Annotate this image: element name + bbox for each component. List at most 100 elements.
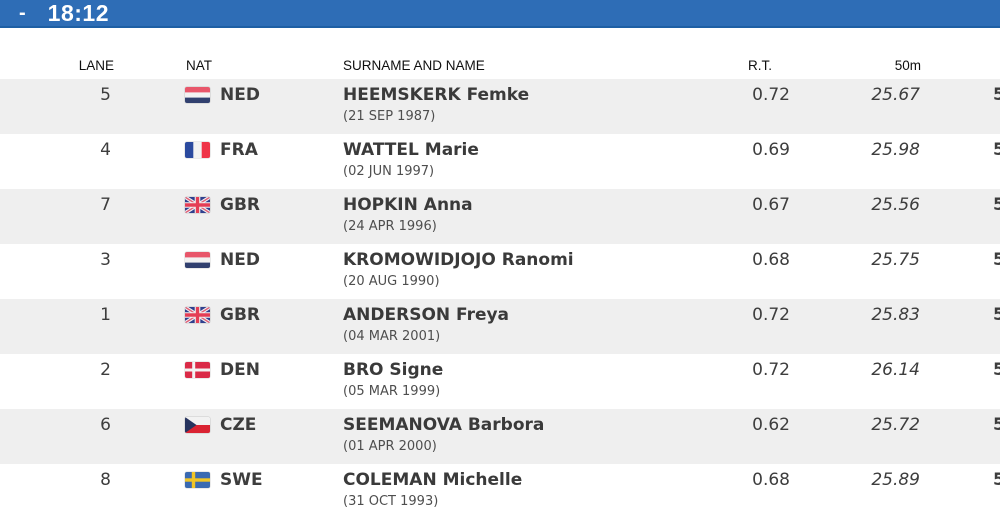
swimmer-name: COLEMAN Michelle xyxy=(343,470,523,490)
swimmer-name: HEEMSKERK Femke xyxy=(343,85,530,105)
column-header-50m: 50m xyxy=(894,58,921,73)
nat-code: GBR xyxy=(220,305,261,325)
split-50m: 25.98 xyxy=(871,140,920,160)
column-header-nat: NAT xyxy=(186,58,212,73)
nationality-cell: GBR xyxy=(145,189,330,244)
clipped-split-value: 5 xyxy=(993,415,1000,435)
clipped-split-value: 5 xyxy=(993,250,1000,270)
birth-date: (31 OCT 1993) xyxy=(343,494,439,509)
result-row: 5 NED HEEMSKERK Femke (21 SEP 1987) 0.72 25.6… xyxy=(0,79,1000,134)
clipped-column-cell: 5 xyxy=(930,189,1000,244)
column-header-clipped xyxy=(930,28,1000,79)
reaction-time: 0.69 xyxy=(752,140,790,160)
swimmer-cell: KROMOWIDJOJO Ranomi (20 AUG 1990) xyxy=(330,244,700,299)
nat-code: NED xyxy=(220,85,260,105)
clipped-split-value: 5 xyxy=(993,195,1000,215)
swimmer-cell: SEEMANOVA Barbora (01 APR 2000) xyxy=(330,409,700,464)
reaction-time: 0.72 xyxy=(752,305,790,325)
results-body: 5 NED HEEMSKERK Femke (21 SEP 1987) 0.72 25.6… xyxy=(0,79,1000,519)
nat-code: DEN xyxy=(220,360,260,380)
swimmer-name: SEEMANOVA Barbora xyxy=(343,415,545,435)
birth-date: (04 MAR 2001) xyxy=(343,329,441,344)
column-header-reaction-time: R.T. xyxy=(747,58,772,73)
swe-flag-icon xyxy=(185,472,210,488)
split-50m: 25.56 xyxy=(871,195,920,215)
clipped-split-value: 5 xyxy=(993,470,1000,490)
reaction-time: 0.72 xyxy=(752,360,790,380)
swimmer-cell: HOPKIN Anna (24 APR 1996) xyxy=(330,189,700,244)
clipped-column-cell: 5 xyxy=(930,134,1000,189)
split-50m: 25.83 xyxy=(871,305,920,325)
result-row: 3 NED KROMOWIDJOJO Ranomi (20 AUG 1990) 0.68… xyxy=(0,244,1000,299)
nationality-cell: NED xyxy=(145,244,330,299)
nationality-cell: GBR xyxy=(145,299,330,354)
nat-code: GBR xyxy=(220,195,261,215)
split-50m: 25.75 xyxy=(871,250,920,270)
nationality-cell: DEN xyxy=(145,354,330,409)
swimmer-name: HOPKIN Anna xyxy=(343,195,473,215)
clipped-column-cell: 5 xyxy=(930,79,1000,134)
lane-number: 1 xyxy=(100,305,111,325)
swimmer-name: KROMOWIDJOJO Ranomi xyxy=(343,250,574,270)
birth-date: (02 JUN 1997) xyxy=(343,164,435,179)
clipped-column-cell: 5 xyxy=(930,354,1000,409)
clipped-column-cell: 5 xyxy=(930,244,1000,299)
nationality-cell: FRA xyxy=(145,134,330,189)
reaction-time: 0.62 xyxy=(752,415,790,435)
lane-number: 2 xyxy=(100,360,111,380)
reaction-time: 0.72 xyxy=(752,85,790,105)
lane-number: 5 xyxy=(100,85,111,105)
swimmer-cell: BRO Signe (05 MAR 1999) xyxy=(330,354,700,409)
clipped-split-value: 5 xyxy=(993,140,1000,160)
swimmer-cell: COLEMAN Michelle (31 OCT 1993) xyxy=(330,464,700,519)
reaction-time: 0.68 xyxy=(752,250,790,270)
result-row: 7 GBR HOPKIN Anna (24 APR 1996) 0.67 25.56 5 xyxy=(0,189,1000,244)
clipped-column-cell: 5 xyxy=(930,464,1000,519)
session-header-bar: - 18:12 xyxy=(0,0,1000,28)
result-row: 2 DEN BRO Signe (05 MAR 1999) 0.72 26.14 5 xyxy=(0,354,1000,409)
results-table-header: LANE NAT SURNAME AND NAME R.T. 50m xyxy=(0,28,1000,79)
nat-code: NED xyxy=(220,250,260,270)
gbr-flag-icon xyxy=(185,307,210,323)
swimmer-cell: HEEMSKERK Femke (21 SEP 1987) xyxy=(330,79,700,134)
split-50m: 25.89 xyxy=(871,470,920,490)
lane-number: 4 xyxy=(100,140,111,160)
header-dash: - xyxy=(19,2,26,24)
clipped-split-value: 5 xyxy=(993,360,1000,380)
swimmer-cell: ANDERSON Freya (04 MAR 2001) xyxy=(330,299,700,354)
nationality-cell: CZE xyxy=(145,409,330,464)
result-row: 8 SWE COLEMAN Michelle (31 OCT 1993) 0.68 25.… xyxy=(0,464,1000,519)
birth-date: (01 APR 2000) xyxy=(343,439,437,454)
split-50m: 26.14 xyxy=(871,360,920,380)
swimmer-name: WATTEL Marie xyxy=(343,140,479,160)
nat-code: SWE xyxy=(220,470,263,490)
swimmer-name: ANDERSON Freya xyxy=(343,305,510,325)
birth-date: (05 MAR 1999) xyxy=(343,384,441,399)
result-row: 4 FRA WATTEL Marie (02 JUN 1997) 0.69 25.98 5 xyxy=(0,134,1000,189)
lane-number: 6 xyxy=(100,415,111,435)
gbr-flag-icon xyxy=(185,197,210,213)
clipped-split-value: 5 xyxy=(993,305,1000,325)
reaction-time: 0.67 xyxy=(752,195,790,215)
birth-date: (20 AUG 1990) xyxy=(343,274,440,289)
result-row: 6 CZE SEEMANOVA Barbora (01 APR 2000) 0.62 25… xyxy=(0,409,1000,464)
fra-flag-icon xyxy=(185,142,210,158)
ned-flag-icon xyxy=(185,87,210,103)
lane-number: 7 xyxy=(100,195,111,215)
split-50m: 25.67 xyxy=(871,85,920,105)
ned-flag-icon xyxy=(185,252,210,268)
column-header-surname-and-name: SURNAME AND NAME xyxy=(343,58,485,73)
column-header-lane: LANE xyxy=(78,58,114,73)
results-table: LANE NAT SURNAME AND NAME R.T. 50m 5 NED H… xyxy=(0,28,1000,519)
nat-code: FRA xyxy=(220,140,258,160)
clipped-split-value: 5 xyxy=(993,85,1000,105)
den-flag-icon xyxy=(185,362,210,378)
result-row: 1 GBR ANDERSON Freya (04 MAR 2001) 0.72 25.83… xyxy=(0,299,1000,354)
clipped-column-cell: 5 xyxy=(930,409,1000,464)
clipped-column-cell: 5 xyxy=(930,299,1000,354)
lane-number: 3 xyxy=(100,250,111,270)
lane-number: 8 xyxy=(100,470,111,490)
split-50m: 25.72 xyxy=(871,415,920,435)
birth-date: (24 APR 1996) xyxy=(343,219,437,234)
nat-code: CZE xyxy=(220,415,257,435)
